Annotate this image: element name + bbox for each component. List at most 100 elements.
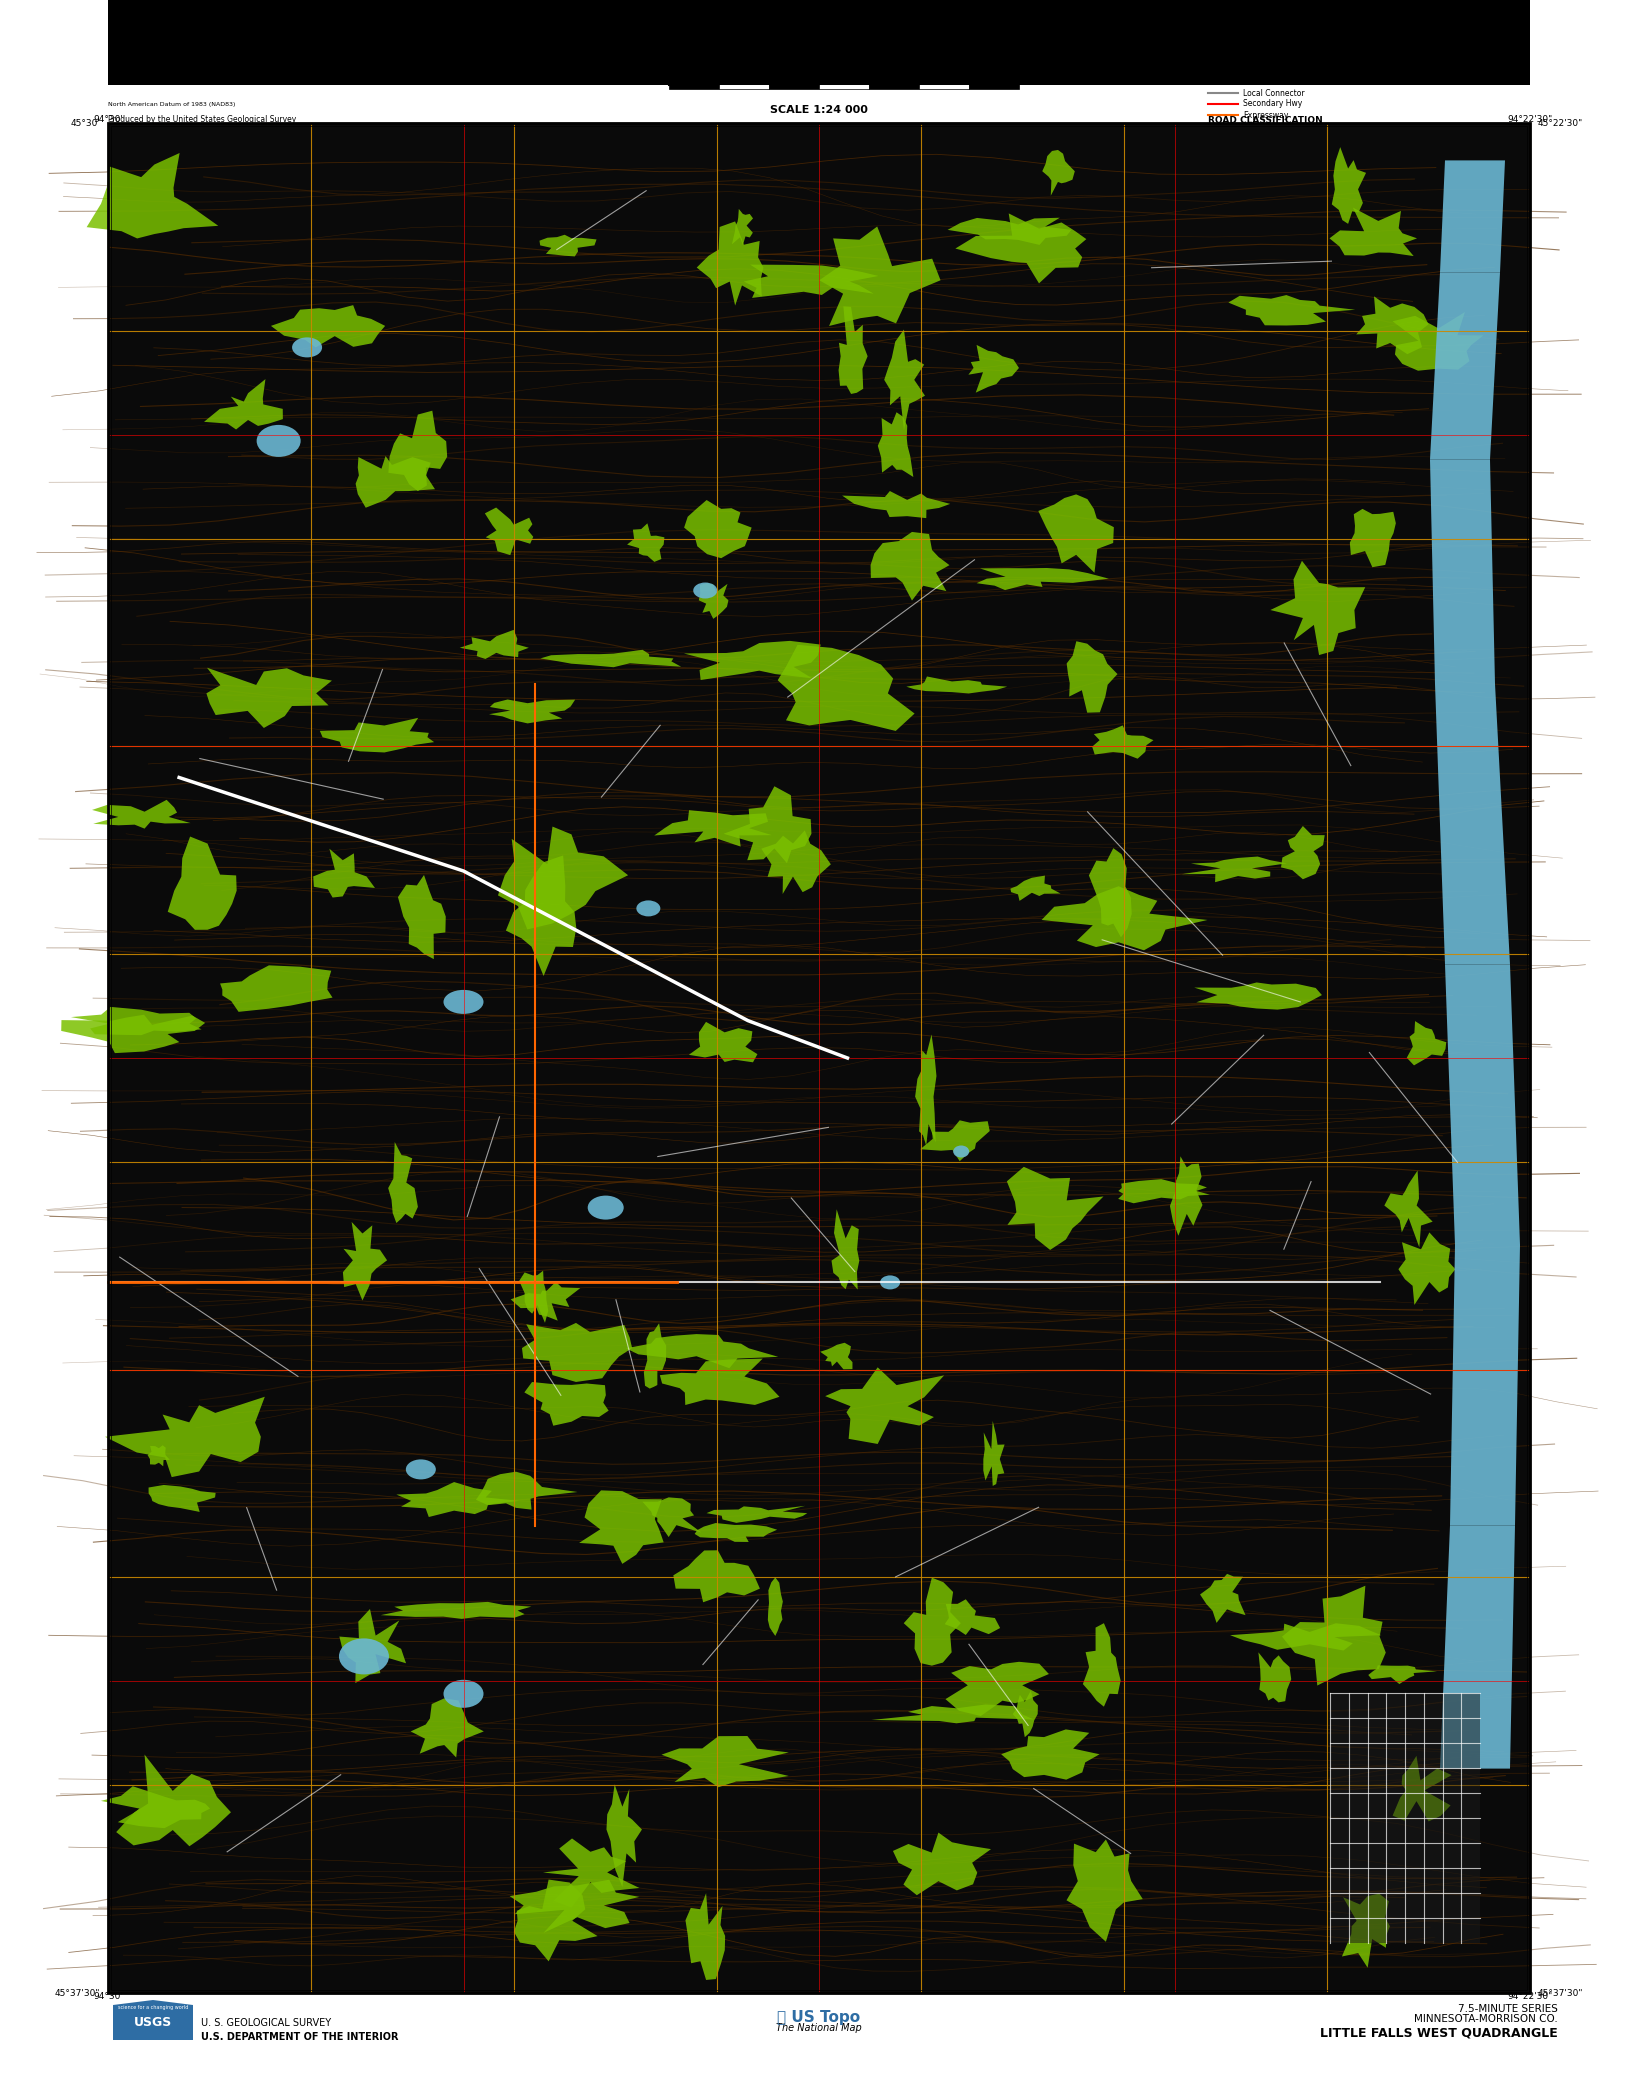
Polygon shape — [955, 213, 1086, 284]
Polygon shape — [519, 1272, 549, 1324]
Text: 7.5-MINUTE SERIES: 7.5-MINUTE SERIES — [1458, 2004, 1558, 2015]
Polygon shape — [1356, 296, 1428, 355]
Ellipse shape — [339, 1639, 388, 1675]
Text: Local Road: Local Road — [1243, 77, 1284, 86]
Polygon shape — [1450, 1244, 1520, 1526]
Polygon shape — [388, 411, 447, 491]
Polygon shape — [1201, 1574, 1245, 1622]
Polygon shape — [1089, 848, 1132, 938]
Polygon shape — [541, 649, 681, 668]
Polygon shape — [1042, 885, 1207, 950]
Text: Secondary Hwy: Secondary Hwy — [1243, 100, 1302, 109]
Polygon shape — [627, 524, 665, 562]
Text: 45°37'30": 45°37'30" — [54, 1988, 100, 1998]
Bar — [108, 123, 1530, 1994]
Text: MINNESOTA-MORRISON CO.: MINNESOTA-MORRISON CO. — [1414, 2015, 1558, 2023]
Polygon shape — [945, 1662, 1048, 1716]
Polygon shape — [642, 1497, 701, 1537]
Bar — [919, 81, 970, 90]
Polygon shape — [1445, 965, 1520, 1244]
Polygon shape — [916, 1034, 937, 1146]
Polygon shape — [490, 699, 575, 722]
Polygon shape — [819, 226, 940, 326]
Polygon shape — [460, 631, 529, 660]
Polygon shape — [885, 330, 925, 430]
Polygon shape — [1368, 1666, 1437, 1685]
Polygon shape — [523, 1324, 632, 1382]
Polygon shape — [1440, 1526, 1515, 1769]
Polygon shape — [878, 411, 914, 476]
Text: ROAD CLASSIFICATION: ROAD CLASSIFICATION — [1207, 117, 1324, 125]
Polygon shape — [396, 1482, 519, 1518]
Polygon shape — [205, 380, 283, 430]
Bar — [970, 81, 1019, 90]
Polygon shape — [893, 1833, 991, 1896]
Bar — [668, 81, 719, 90]
Polygon shape — [485, 507, 534, 555]
Polygon shape — [102, 1785, 210, 1829]
Polygon shape — [61, 1015, 205, 1052]
Polygon shape — [1407, 1021, 1446, 1065]
Polygon shape — [683, 641, 821, 681]
Polygon shape — [1283, 1585, 1386, 1685]
Polygon shape — [506, 856, 577, 975]
Polygon shape — [1083, 1622, 1120, 1706]
Polygon shape — [662, 1735, 790, 1787]
Polygon shape — [514, 1879, 598, 1961]
Polygon shape — [904, 1579, 962, 1666]
Polygon shape — [699, 583, 729, 618]
Polygon shape — [660, 1359, 780, 1405]
Polygon shape — [826, 1368, 943, 1445]
Polygon shape — [968, 345, 1019, 393]
Bar — [870, 81, 919, 90]
Text: LITTLE FALLS WEST QUADRANGLE: LITTLE FALLS WEST QUADRANGLE — [1320, 2025, 1558, 2040]
Polygon shape — [1093, 725, 1153, 758]
Polygon shape — [626, 1334, 778, 1368]
Polygon shape — [219, 965, 333, 1013]
Polygon shape — [685, 499, 752, 557]
Polygon shape — [1430, 459, 1495, 685]
Polygon shape — [1001, 1729, 1099, 1779]
Ellipse shape — [257, 424, 301, 457]
Polygon shape — [1350, 509, 1396, 568]
Polygon shape — [388, 1142, 418, 1224]
Polygon shape — [355, 455, 436, 507]
Ellipse shape — [406, 1460, 436, 1480]
Ellipse shape — [953, 1146, 970, 1157]
Polygon shape — [542, 1837, 639, 1908]
Text: science for a changing world: science for a changing world — [118, 2004, 188, 2011]
Ellipse shape — [292, 338, 323, 357]
Polygon shape — [92, 800, 190, 829]
Polygon shape — [1007, 1167, 1104, 1251]
Polygon shape — [606, 1785, 642, 1888]
Text: 45°30': 45°30' — [70, 119, 100, 127]
Polygon shape — [1392, 1756, 1451, 1821]
Polygon shape — [1258, 1652, 1291, 1702]
Text: Produced by the United States Geological Survey: Produced by the United States Geological… — [108, 115, 296, 123]
Polygon shape — [524, 1382, 609, 1426]
Polygon shape — [1230, 1622, 1381, 1650]
Text: MN: MN — [1428, 75, 1448, 86]
Text: The National Map: The National Map — [776, 2023, 862, 2034]
Polygon shape — [498, 827, 627, 929]
Polygon shape — [319, 718, 434, 752]
Polygon shape — [1342, 1894, 1391, 1967]
Polygon shape — [690, 1021, 757, 1063]
Bar — [108, 0, 1530, 86]
Polygon shape — [380, 1601, 531, 1618]
Text: 94°30': 94°30' — [93, 115, 123, 123]
Polygon shape — [1066, 1840, 1143, 1942]
Polygon shape — [1330, 207, 1417, 257]
Polygon shape — [342, 1221, 387, 1301]
Polygon shape — [1066, 641, 1117, 712]
Text: 45°37'30": 45°37'30" — [1538, 1988, 1584, 1998]
Polygon shape — [945, 1599, 1001, 1635]
Polygon shape — [206, 668, 333, 729]
Polygon shape — [70, 1006, 201, 1036]
Polygon shape — [1228, 294, 1355, 326]
Text: 94°22'30": 94°22'30" — [1507, 1992, 1553, 2000]
Polygon shape — [921, 1121, 989, 1161]
Ellipse shape — [693, 583, 717, 599]
Polygon shape — [1038, 495, 1114, 572]
Polygon shape — [105, 1397, 265, 1476]
